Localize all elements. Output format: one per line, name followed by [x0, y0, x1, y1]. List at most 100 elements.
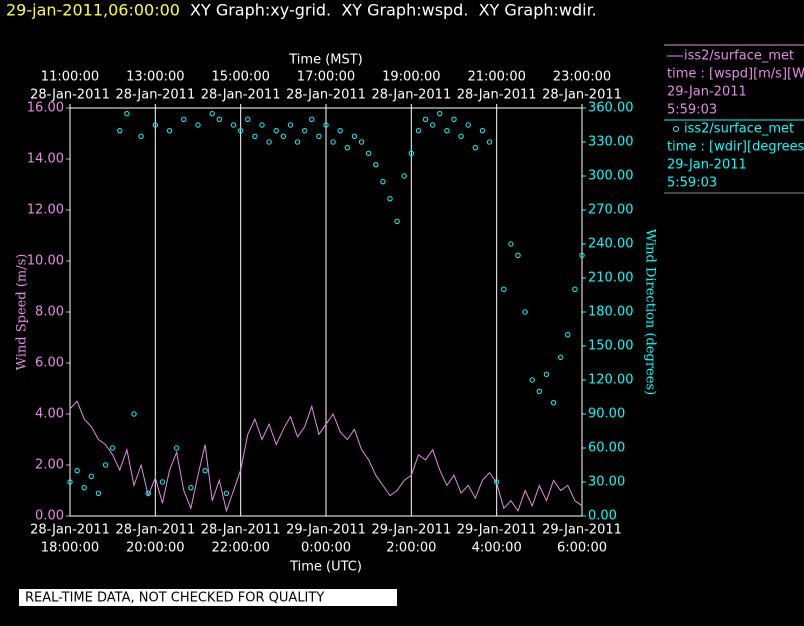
x2-tick-label: 15:00:00	[211, 70, 269, 85]
y2-tick-label: 210.00	[588, 271, 634, 286]
wind-direction-point	[572, 286, 578, 293]
y2-axis-title: Wind Direction (degrees)	[643, 229, 658, 395]
wind-speed-line	[69, 400, 583, 513]
x-tick-label: 29-Jan-2011	[457, 523, 537, 538]
wind-direction-point	[181, 116, 187, 123]
wind-direction-point	[316, 133, 322, 140]
wind-direction-point	[451, 116, 457, 123]
wind-direction-point	[266, 139, 272, 145]
y2-tick-label: 360.00	[588, 101, 634, 116]
y2-tick-label: 90.00	[588, 407, 625, 422]
legend-detail: 29-Jan-2011	[667, 85, 747, 100]
wind-direction-point	[550, 399, 557, 406]
x-tick-label: 20:00:00	[126, 541, 184, 556]
wind-direction-point	[273, 127, 279, 134]
x2-tick-label: 28-Jan-2011	[457, 88, 537, 103]
x2-tick-label: 28-Jan-2011	[201, 88, 281, 103]
wind-direction-point	[373, 161, 379, 168]
wind-direction-point	[102, 462, 109, 468]
wind-direction-point	[444, 127, 450, 134]
wind-direction-point	[401, 173, 407, 179]
x-tick-label: 29-Jan-2011	[542, 523, 622, 538]
wind-direction-point	[543, 371, 550, 378]
wind-direction-point	[152, 122, 159, 128]
plot-frame	[69, 107, 583, 517]
y2-tick-label: 120.00	[588, 373, 634, 388]
wind-direction-point	[166, 127, 173, 134]
wind-direction-point	[415, 127, 422, 134]
y2-tick-label: 300.00	[588, 169, 634, 184]
wind-direction-point	[252, 133, 258, 140]
y-tick-label: 0.00	[35, 509, 64, 524]
y2-tick-label: 270.00	[588, 203, 634, 218]
wind-direction-point	[159, 479, 166, 485]
x-tick-label: 22:00:00	[211, 541, 269, 556]
wind-direction-point	[138, 133, 144, 140]
x2-tick-label: 21:00:00	[467, 70, 525, 85]
x-tick-label: 29-Jan-2011	[371, 523, 451, 538]
x-tick-label: 28-Jan-2011	[30, 523, 110, 538]
y2-tick-label: 30.00	[588, 475, 625, 490]
legend-detail: 5:59:03	[667, 103, 717, 118]
x-tick-label: 29-Jan-2011	[286, 523, 366, 538]
wind-direction-point	[209, 110, 215, 117]
y-tick-label: 6.00	[35, 356, 64, 371]
y-tick-label: 14.00	[27, 152, 64, 167]
wind-direction-point	[522, 309, 528, 315]
x-tick-label: 28-Jan-2011	[115, 523, 195, 538]
legend-detail: time : [wspd][m/s][Wind	[667, 67, 804, 82]
y-tick-label: 2.00	[35, 458, 64, 473]
wind-direction-point	[81, 484, 87, 491]
wind-direction-point	[493, 479, 500, 485]
y2-tick-label: 180.00	[588, 305, 634, 320]
wind-direction-point	[394, 218, 400, 225]
x-tick-label: 0:00:00	[301, 541, 351, 556]
wind-direction-point	[565, 331, 571, 338]
wind-direction-point	[67, 479, 73, 485]
wind-direction-point	[245, 116, 251, 123]
x2-tick-label: 28-Jan-2011	[542, 88, 622, 103]
wind-direction-point	[95, 490, 102, 497]
time-stamp: 29-jan-2011,06:00:00	[6, 1, 180, 20]
wind-direction-point	[280, 133, 287, 140]
x2-tick-label: 19:00:00	[382, 70, 440, 85]
wind-direction-point	[287, 122, 294, 128]
wind-direction-point	[330, 139, 336, 145]
x-tick-label: 28-Jan-2011	[201, 523, 281, 538]
y-tick-label: 16.00	[27, 101, 64, 116]
wind-direction-point	[188, 484, 194, 491]
legend-detail: time : [wdir][degrees][V	[667, 140, 804, 155]
y2-tick-label: 330.00	[588, 135, 634, 150]
header-title: XY Graph:xy-grid. XY Graph:wspd. XY Grap…	[190, 1, 597, 20]
x-axis-title: Time (UTC)	[289, 560, 362, 575]
y-tick-label: 8.00	[35, 305, 64, 320]
wind-direction-point	[358, 139, 365, 145]
wind-direction-point	[529, 377, 535, 383]
legend-marker-swatch	[673, 126, 679, 132]
x-tick-label: 4:00:00	[472, 541, 522, 556]
x-tick-label: 2:00:00	[386, 541, 436, 556]
x-tick-label: 6:00:00	[557, 541, 607, 556]
wind-direction-point	[536, 388, 543, 395]
x2-tick-label: 28-Jan-2011	[286, 88, 366, 103]
wind-direction-point	[501, 286, 507, 293]
x2-tick-label: 13:00:00	[126, 70, 184, 85]
wind-direction-point	[323, 122, 329, 128]
wind-direction-point	[131, 411, 137, 417]
wind-direction-point	[230, 122, 237, 128]
x2-tick-label: 11:00:00	[41, 70, 99, 85]
wind-direction-point	[429, 122, 436, 128]
x2-tick-label: 23:00:00	[553, 70, 611, 85]
y-tick-label: 10.00	[27, 254, 64, 269]
wind-direction-point	[223, 490, 230, 497]
wind-direction-point	[437, 110, 443, 117]
wind-direction-point	[124, 110, 130, 117]
legend-detail: 29-Jan-2011	[667, 158, 747, 173]
wind-direction-point	[508, 241, 514, 247]
wind-direction-point	[74, 467, 80, 474]
y-tick-label: 12.00	[27, 203, 64, 218]
wind-direction-point	[486, 139, 493, 145]
wind-direction-point	[557, 354, 564, 361]
footer-box	[19, 589, 397, 606]
